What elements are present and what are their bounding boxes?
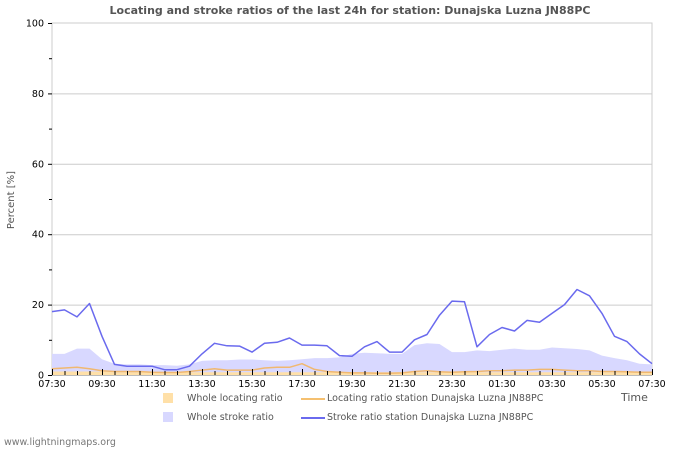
x-tick-label: 05:30: [588, 379, 615, 390]
grid-lines: [51, 22, 653, 376]
y-tick-label: 40: [32, 230, 44, 241]
y-tick-label: 100: [26, 19, 44, 30]
x-tick-label: 21:30: [388, 379, 415, 390]
axes: 0 20 40 60 80 100 07:30 09:30 11:30 13:30 15:30 17:…: [26, 19, 666, 391]
y-tick-label: 60: [32, 159, 44, 170]
legend-label-stroke-station: Stroke ratio station Dunajska Luzna JN88…: [327, 412, 534, 423]
x-tick-label: 11:30: [138, 379, 165, 390]
x-tick-label: 03:30: [538, 379, 565, 390]
area-whole-stroke-ratio: [52, 343, 652, 375]
legend-label-whole-locating: Whole locating ratio: [187, 393, 283, 404]
x-tick-label: 09:30: [88, 379, 115, 390]
legend-line-stroke-station: [301, 417, 325, 419]
x-tick-label: 13:30: [188, 379, 215, 390]
legend-label-locating-station: Locating ratio station Dunajska Luzna JN…: [327, 393, 544, 404]
legend-label-whole-stroke: Whole stroke ratio: [187, 412, 274, 423]
x-tick-label: 07:30: [38, 379, 65, 390]
footer-site-link[interactable]: www.lightningmaps.org: [4, 437, 116, 448]
chart-title: Locating and stroke ratios of the last 2…: [109, 4, 591, 17]
y-tick-label: 80: [32, 89, 44, 100]
line-stroke-ratio-station-dunajska-luzna-jn88pc: [51, 288, 653, 371]
y-tick-label: 0: [38, 371, 44, 382]
legend-line-locating-station: [301, 398, 325, 400]
x-tick-label: 19:30: [338, 379, 365, 390]
legend-swatch-whole-locating: [163, 393, 173, 403]
x-tick-label: 07:30: [638, 379, 665, 390]
x-tick-label: 15:30: [238, 379, 265, 390]
x-axis-label: Time: [620, 391, 648, 404]
y-axis-label: Percent [%]: [6, 171, 17, 229]
legend-swatch-whole-stroke: [163, 412, 173, 422]
x-tick-label: 17:30: [288, 379, 315, 390]
x-tick-label: 23:30: [438, 379, 465, 390]
y-tick-label: 20: [32, 300, 44, 311]
x-tick-label: 01:30: [488, 379, 515, 390]
